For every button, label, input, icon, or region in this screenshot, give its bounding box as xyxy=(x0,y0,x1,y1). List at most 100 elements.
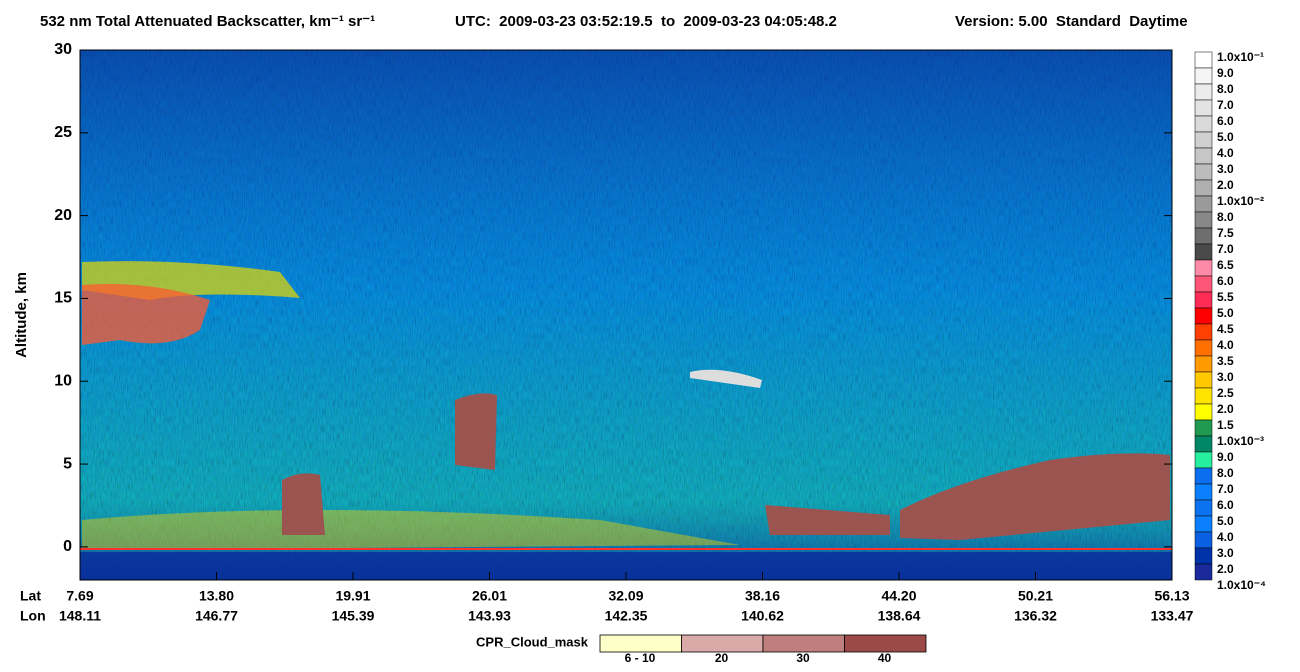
x-tick-label: 148.11 xyxy=(59,608,101,624)
colorbar-segment xyxy=(1194,195,1213,213)
cpr-legend-swatch xyxy=(599,634,682,653)
colorbar-segment xyxy=(1194,259,1213,277)
colorbar-segment xyxy=(1194,451,1213,469)
colorbar-label: 4.5 xyxy=(1217,322,1234,336)
colorbar-segment xyxy=(1194,291,1213,309)
colorbar-label: 8.0 xyxy=(1217,82,1234,96)
colorbar-label: 3.5 xyxy=(1217,354,1234,368)
x-tick-label: 50.21 xyxy=(1018,588,1053,604)
x-tick-label: 56.13 xyxy=(1154,588,1189,604)
x-tick-label: 145.39 xyxy=(332,608,375,624)
y-tick-label: 20 xyxy=(54,207,72,224)
x-tick-label: 38.16 xyxy=(745,588,780,604)
cloud xyxy=(455,393,497,470)
colorbar-segment xyxy=(1194,563,1213,581)
colorbar-segment xyxy=(1194,323,1213,341)
colorbar-label: 5.0 xyxy=(1217,130,1234,144)
colorbar-segment xyxy=(1194,67,1213,85)
x-tick-label: 19.91 xyxy=(335,588,370,604)
colorbar-segment xyxy=(1194,339,1213,357)
colorbar-label: 8.0 xyxy=(1217,210,1234,224)
colorbar-segment xyxy=(1194,131,1213,149)
colorbar-label: 1.5 xyxy=(1217,418,1234,432)
colorbar-label: 5.5 xyxy=(1217,290,1234,304)
colorbar-segment xyxy=(1194,243,1213,261)
x-tick-label: 32.09 xyxy=(608,588,643,604)
colorbar-label: 9.0 xyxy=(1217,450,1234,464)
colorbar-label: 3.0 xyxy=(1217,546,1234,560)
colorbar-label: 1.0x10⁻³ xyxy=(1217,434,1264,448)
colorbar-label: 1.0x10⁻⁴ xyxy=(1217,578,1266,592)
y-tick-label: 25 xyxy=(54,124,72,141)
x-tick-label: 143.93 xyxy=(468,608,511,624)
y-tick-label: 15 xyxy=(54,290,72,307)
x-row-name: Lat xyxy=(20,588,41,604)
backscatter-field xyxy=(80,50,1172,580)
colorbar-label: 3.0 xyxy=(1217,370,1234,384)
colorbar-segment xyxy=(1194,419,1213,437)
colorbar-segment xyxy=(1194,163,1213,181)
cpr-legend-label: 30 xyxy=(796,651,810,665)
colorbar-label: 2.0 xyxy=(1217,562,1234,576)
y-tick-label: 30 xyxy=(54,41,72,58)
chart-subtitle: UTC: 2009-03-23 03:52:19.5 to 2009-03-23… xyxy=(455,13,837,30)
x-tick-label: 142.35 xyxy=(605,608,648,624)
x-tick-label: 13.80 xyxy=(199,588,234,604)
colorbar-segment xyxy=(1194,387,1213,405)
cirrus-core xyxy=(82,284,210,345)
cpr-legend-title: CPR_Cloud_mask xyxy=(476,634,589,649)
colorbar-segment xyxy=(1194,547,1213,565)
cpr-legend-swatch xyxy=(844,634,927,653)
colorbar-segment xyxy=(1194,435,1213,453)
y-tick-label: 10 xyxy=(54,372,72,389)
colorbar-label: 3.0 xyxy=(1217,162,1234,176)
cpr-legend-label: 6 - 10 xyxy=(625,651,656,665)
colorbar-segment xyxy=(1194,227,1213,245)
x-tick-label: 26.01 xyxy=(472,588,507,604)
colorbar-label: 6.0 xyxy=(1217,114,1234,128)
colorbar-label: 5.0 xyxy=(1217,306,1234,320)
colorbar-label: 7.0 xyxy=(1217,98,1234,112)
cpr-legend-label: 40 xyxy=(878,651,892,665)
colorbar-label: 5.0 xyxy=(1217,514,1234,528)
colorbar-segment xyxy=(1194,211,1213,229)
colorbar-label: 7.5 xyxy=(1217,226,1234,240)
x-tick-label: 146.77 xyxy=(195,608,238,624)
cloud xyxy=(282,473,325,535)
colorbar-segment xyxy=(1194,371,1213,389)
x-tick-label: 140.62 xyxy=(741,608,784,624)
cloud xyxy=(690,369,762,388)
colorbar-label: 2.0 xyxy=(1217,402,1234,416)
colorbar-segment xyxy=(1194,515,1213,533)
colorbar-label: 8.0 xyxy=(1217,466,1234,480)
colorbar-segment xyxy=(1194,355,1213,373)
colorbar-label: 4.0 xyxy=(1217,530,1234,544)
colorbar-label: 6.5 xyxy=(1217,258,1234,272)
x-tick-label: 7.69 xyxy=(66,588,93,604)
cpr-legend-label: 20 xyxy=(715,651,729,665)
colorbar-segment xyxy=(1194,99,1213,117)
colorbar-label: 6.0 xyxy=(1217,498,1234,512)
x-tick-label: 136.32 xyxy=(1014,608,1057,624)
colorbar-label: 6.0 xyxy=(1217,274,1234,288)
colorbar-segment xyxy=(1194,115,1213,133)
cpr-legend-swatch xyxy=(762,634,845,653)
y-axis-label: Altitude, km xyxy=(13,272,30,358)
colorbar-segment xyxy=(1194,147,1213,165)
boundary-layer xyxy=(82,510,740,550)
cpr-legend-swatch xyxy=(681,634,764,653)
colorbar-segment xyxy=(1194,275,1213,293)
cloud xyxy=(765,505,890,535)
colorbar-label: 4.0 xyxy=(1217,146,1234,160)
chart-title: 532 nm Total Attenuated Backscatter, km⁻… xyxy=(40,13,375,30)
colorbar-segment xyxy=(1194,499,1213,517)
colorbar-segment xyxy=(1194,467,1213,485)
x-row-name: Lon xyxy=(20,608,46,624)
cloud xyxy=(900,453,1170,540)
x-tick-label: 138.64 xyxy=(878,608,921,624)
colorbar-segment xyxy=(1194,483,1213,501)
colorbar-label: 7.0 xyxy=(1217,242,1234,256)
y-tick-label: 5 xyxy=(63,455,72,472)
colorbar-segment xyxy=(1194,51,1213,69)
